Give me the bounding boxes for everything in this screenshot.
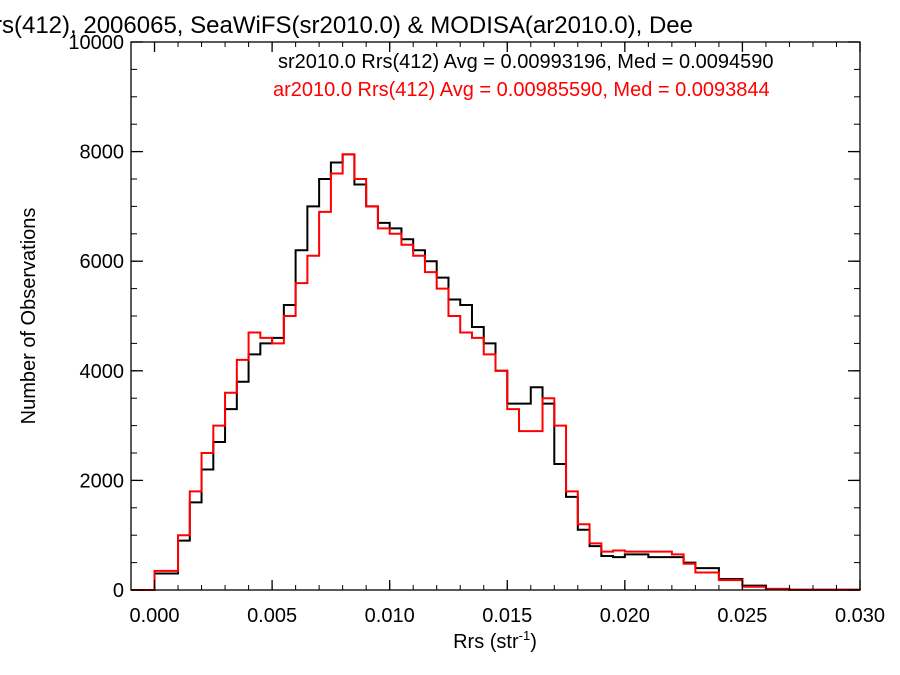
y-axis-label: Number of Observations — [18, 208, 40, 425]
x-axis-label-superscript: -1 — [519, 628, 531, 643]
ticks-layer: 0.000 0.005 0.010 0.015 0.020 0.025 0.030 0 2000… — [68, 32, 885, 627]
y-tick-label: 4000 — [80, 361, 125, 383]
x-axis-label: Rrs (str-1) — [453, 628, 537, 653]
x-axis-label-text: Rrs (str — [453, 631, 519, 653]
x-axis-label-close: ) — [530, 631, 537, 653]
y-tick-label: 8000 — [80, 142, 125, 164]
chart-title: rs(412), 2006065, SeaWiFS(sr2010.0) & MO… — [0, 12, 693, 39]
y-tick-label: 0 — [113, 580, 124, 602]
series-line-2 — [131, 153, 861, 591]
series-layer — [131, 153, 861, 591]
x-tick-label: 0.030 — [835, 605, 885, 627]
legend-entry-2: ar2010.0 Rrs(412) Avg = 0.00985590, Med … — [273, 79, 770, 101]
y-tick-label: 10000 — [68, 32, 124, 54]
x-tick-label: 0.020 — [600, 605, 650, 627]
y-tick-label: 2000 — [80, 470, 125, 492]
x-tick-label: 0.015 — [482, 605, 532, 627]
x-tick-label: 0.000 — [129, 605, 179, 627]
legend-entry-1: sr2010.0 Rrs(412) Avg = 0.00993196, Med … — [278, 51, 774, 73]
y-tick-label: 6000 — [80, 251, 125, 273]
x-tick-label: 0.010 — [365, 605, 415, 627]
x-tick-label: 0.005 — [247, 605, 297, 627]
x-tick-label: 0.025 — [717, 605, 767, 627]
